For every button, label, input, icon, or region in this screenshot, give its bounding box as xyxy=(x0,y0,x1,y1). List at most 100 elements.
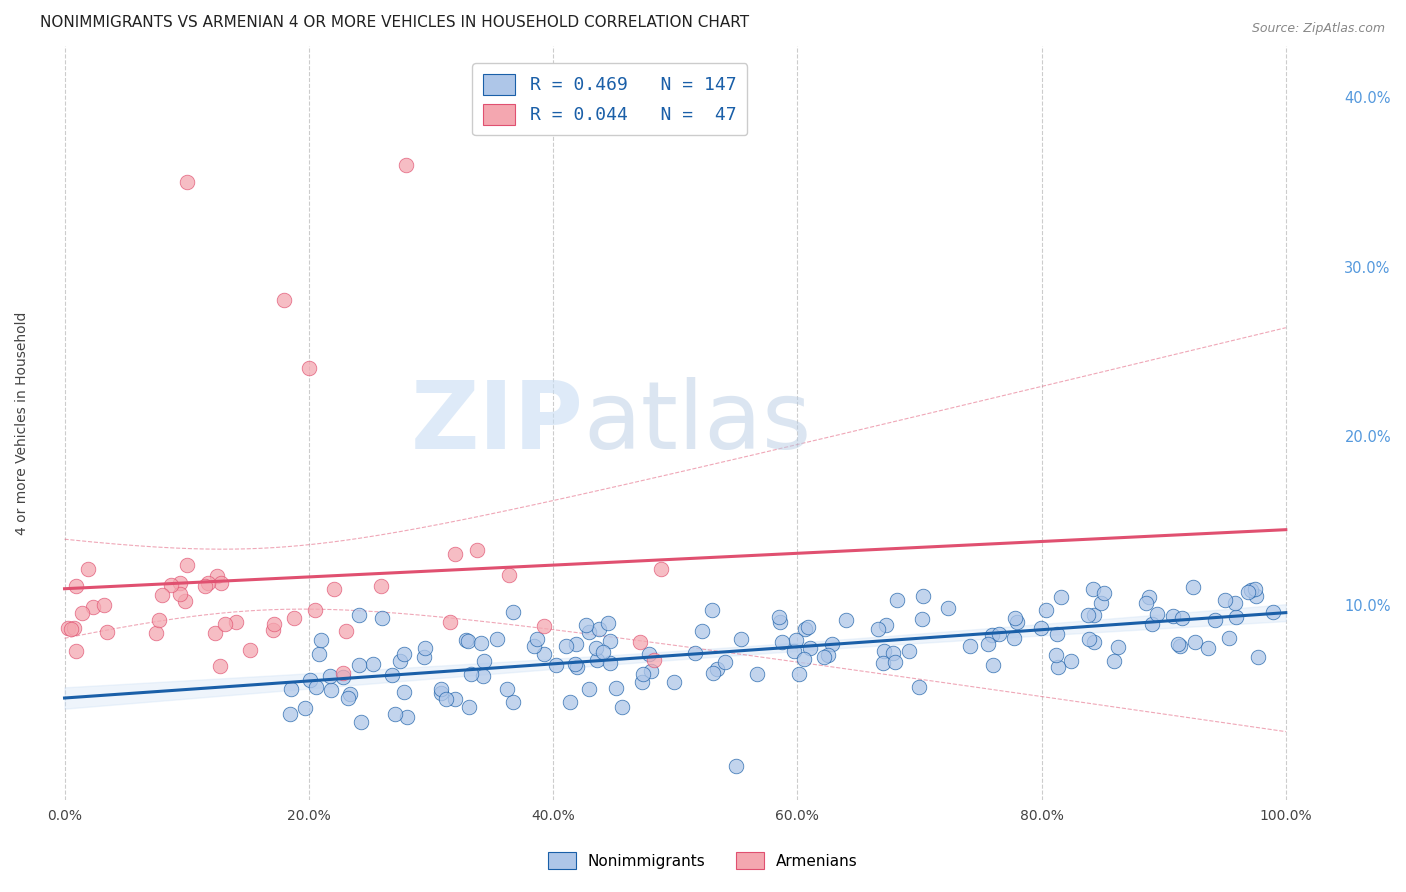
Point xyxy=(768,610,790,624)
Point xyxy=(588,623,610,637)
Point xyxy=(298,361,321,376)
Point xyxy=(1078,632,1101,646)
Point xyxy=(361,657,384,671)
Point xyxy=(77,562,100,576)
Point xyxy=(558,695,581,709)
Point xyxy=(485,632,508,646)
Point xyxy=(381,668,404,682)
Point xyxy=(599,634,621,648)
Point xyxy=(1090,596,1112,610)
Point xyxy=(1146,607,1168,622)
Point xyxy=(204,626,226,640)
Point xyxy=(585,641,607,656)
Point xyxy=(872,657,894,671)
Point xyxy=(1204,613,1226,627)
Point xyxy=(1182,580,1205,594)
Point xyxy=(82,599,104,614)
Point xyxy=(458,699,481,714)
Point xyxy=(1261,605,1284,619)
Point xyxy=(983,658,1005,673)
Point xyxy=(319,683,342,698)
Point xyxy=(318,668,340,682)
Point xyxy=(456,633,478,648)
Legend: Nonimmigrants, Armenians: Nonimmigrants, Armenians xyxy=(543,846,863,875)
Point xyxy=(413,650,436,665)
Point xyxy=(1213,592,1236,607)
Point xyxy=(1045,648,1067,663)
Point xyxy=(145,625,167,640)
Point xyxy=(1197,641,1219,656)
Point xyxy=(578,625,600,640)
Point xyxy=(298,673,321,688)
Point xyxy=(70,606,93,620)
Point xyxy=(395,158,418,172)
Point xyxy=(444,547,467,561)
Point xyxy=(692,624,714,639)
Point xyxy=(730,632,752,646)
Point xyxy=(725,759,748,773)
Point xyxy=(225,615,247,629)
Point xyxy=(886,592,908,607)
Point xyxy=(395,710,418,724)
Point xyxy=(813,650,835,665)
Point xyxy=(1083,607,1105,622)
Point xyxy=(294,701,316,715)
Point xyxy=(769,615,792,629)
Point xyxy=(159,578,181,592)
Point xyxy=(1225,610,1247,624)
Point xyxy=(283,610,305,624)
Point xyxy=(176,558,198,572)
Point xyxy=(897,644,920,658)
Point xyxy=(911,590,934,604)
Point xyxy=(564,657,586,671)
Point xyxy=(273,293,295,308)
Point xyxy=(389,654,412,668)
Point xyxy=(278,706,301,721)
Point xyxy=(565,660,588,674)
Point xyxy=(605,681,627,695)
Point xyxy=(700,603,723,617)
Point xyxy=(1137,591,1160,605)
Point xyxy=(612,699,634,714)
Point xyxy=(96,625,118,640)
Point xyxy=(554,639,576,653)
Point xyxy=(596,615,619,630)
Point xyxy=(714,655,737,669)
Point xyxy=(637,647,659,661)
Point xyxy=(280,681,302,696)
Point xyxy=(650,561,672,575)
Point xyxy=(866,622,889,636)
Point xyxy=(873,644,896,658)
Point xyxy=(1237,585,1260,599)
Point xyxy=(460,666,482,681)
Point xyxy=(1246,649,1268,664)
Point xyxy=(495,681,517,696)
Point xyxy=(65,643,87,657)
Point xyxy=(883,655,905,669)
Point xyxy=(706,662,728,676)
Point xyxy=(1046,627,1069,641)
Point xyxy=(465,542,488,557)
Point xyxy=(1140,616,1163,631)
Point xyxy=(575,618,598,632)
Point xyxy=(394,685,416,699)
Point xyxy=(533,648,555,662)
Point xyxy=(782,644,804,658)
Point xyxy=(977,637,1000,651)
Point xyxy=(599,656,621,670)
Point xyxy=(371,611,394,625)
Point xyxy=(392,647,415,661)
Point xyxy=(821,637,844,651)
Point xyxy=(1171,611,1194,625)
Point xyxy=(1081,582,1104,596)
Point xyxy=(770,635,793,649)
Point xyxy=(498,568,520,582)
Point xyxy=(304,603,326,617)
Point xyxy=(1060,654,1083,668)
Point xyxy=(93,598,115,612)
Point xyxy=(1104,654,1126,668)
Point xyxy=(1002,631,1025,645)
Point xyxy=(546,658,568,673)
Point xyxy=(907,680,929,694)
Point xyxy=(332,670,354,684)
